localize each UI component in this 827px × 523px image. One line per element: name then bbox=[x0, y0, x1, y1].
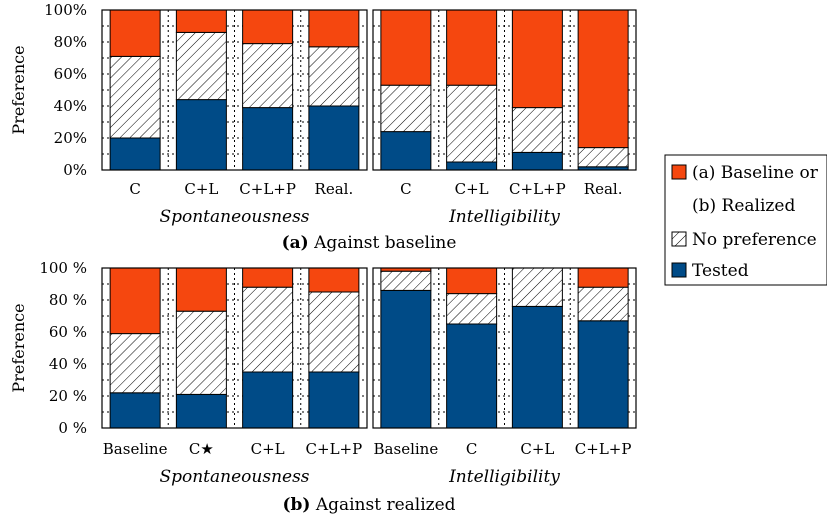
bar-segment-baseline-or-realized bbox=[577, 267, 629, 288]
legend-label: (a) Baseline or bbox=[692, 163, 819, 183]
caption-tag: (a) bbox=[282, 233, 309, 253]
bar-segment-tested bbox=[109, 392, 161, 429]
x-tick-label: C bbox=[400, 180, 411, 198]
y-tick-label: 40 % bbox=[49, 355, 87, 373]
panel-frame bbox=[101, 9, 368, 171]
x-tick-label: C+L+P bbox=[509, 180, 566, 198]
bar-segment-no-preference bbox=[308, 291, 360, 373]
bar-segment-baseline-or-realized bbox=[242, 267, 294, 288]
bar-segment-baseline-or-realized bbox=[175, 267, 227, 312]
bar-segment-no-preference bbox=[577, 286, 629, 322]
group-title: Intelligibility bbox=[448, 467, 560, 487]
bar-segment-tested bbox=[109, 137, 161, 171]
caption-text: Against realized bbox=[310, 495, 455, 515]
bar-segment-baseline-or-realized bbox=[175, 9, 227, 33]
bar-segment-baseline-or-realized bbox=[109, 9, 161, 57]
bar-segment-tested bbox=[446, 161, 498, 171]
bar-segment-tested bbox=[175, 393, 227, 429]
y-axis-label: Preference bbox=[9, 303, 28, 392]
x-tick-label: C+L bbox=[184, 180, 218, 198]
y-tick-label: 60% bbox=[54, 65, 87, 83]
x-tick-label: C+L+P bbox=[575, 440, 632, 458]
bar-segment-no-preference bbox=[109, 333, 161, 394]
bar-segment-baseline-or-realized bbox=[308, 267, 360, 293]
y-tick-label: 20% bbox=[54, 129, 87, 147]
panel-frame bbox=[372, 9, 637, 171]
bar-segment-no-preference bbox=[511, 107, 563, 153]
bar-segment-tested bbox=[380, 131, 432, 171]
bar-segment-baseline-or-realized bbox=[380, 9, 432, 86]
bar-segment-tested bbox=[242, 107, 294, 171]
x-tick-label: C bbox=[466, 440, 477, 458]
bar-segment-no-preference bbox=[511, 267, 563, 307]
legend-box bbox=[664, 154, 827, 286]
y-tick-label: 60 % bbox=[49, 323, 87, 341]
y-tick-label: 100% bbox=[44, 1, 87, 19]
x-tick-label: Baseline bbox=[374, 440, 439, 458]
bar-segment-tested bbox=[511, 305, 563, 429]
bar-segment-baseline-or-realized bbox=[446, 9, 498, 86]
y-axis-label: Preference bbox=[9, 45, 28, 134]
group-title: Spontaneousness bbox=[159, 467, 309, 487]
bar-segment-tested bbox=[577, 320, 629, 429]
x-tick-label: Real. bbox=[584, 180, 623, 198]
x-tick-label: C+L bbox=[251, 440, 285, 458]
x-tick-label: C+L+P bbox=[306, 440, 363, 458]
x-tick-label: C+L bbox=[520, 440, 554, 458]
bar-segment-tested bbox=[242, 371, 294, 429]
bar-segment-no-preference bbox=[380, 84, 432, 133]
x-tick-label: C+L+P bbox=[239, 180, 296, 198]
legend-label: (b) Realized bbox=[692, 196, 795, 216]
bar-segment-tested bbox=[175, 99, 227, 171]
bar-segment-tested bbox=[446, 323, 498, 429]
bar-segment-no-preference bbox=[242, 286, 294, 373]
bar-segment-no-preference bbox=[175, 31, 227, 101]
y-tick-label: 40% bbox=[54, 97, 87, 115]
bar-segment-baseline-or-realized bbox=[308, 9, 360, 48]
bar-segment-tested bbox=[308, 105, 360, 171]
group-title: Spontaneousness bbox=[159, 207, 309, 227]
x-tick-label: C bbox=[129, 180, 140, 198]
y-tick-label: 100 % bbox=[39, 259, 87, 277]
y-tick-label: 80 % bbox=[49, 291, 87, 309]
y-tick-label: 0% bbox=[63, 161, 87, 179]
bar-segment-baseline-or-realized bbox=[109, 267, 161, 335]
bar-segment-no-preference bbox=[109, 55, 161, 139]
bar-segment-no-preference bbox=[577, 147, 629, 168]
y-tick-label: 20 % bbox=[49, 387, 87, 405]
bar-segment-baseline-or-realized bbox=[242, 9, 294, 45]
legend-label: No preference bbox=[692, 230, 817, 250]
bar-segment-no-preference bbox=[380, 270, 432, 291]
legend-swatch-tested bbox=[671, 262, 687, 278]
x-tick-label: Baseline bbox=[103, 440, 168, 458]
bar-segment-baseline-or-realized bbox=[446, 267, 498, 295]
caption-text: Against baseline bbox=[309, 233, 457, 253]
y-tick-label: 0 % bbox=[58, 419, 87, 437]
chart-caption: (a) Against baseline bbox=[282, 233, 457, 253]
caption-tag: (b) bbox=[282, 495, 310, 515]
panel-frame bbox=[372, 267, 637, 429]
bar-segment-baseline-or-realized bbox=[577, 9, 629, 149]
legend-swatch-baseline-or-realized bbox=[671, 164, 687, 180]
group-title: Intelligibility bbox=[448, 207, 560, 227]
x-tick-label: Real. bbox=[315, 180, 354, 198]
bar-segment-baseline-or-realized bbox=[511, 9, 563, 109]
bar-segment-tested bbox=[308, 371, 360, 429]
bar-segment-no-preference bbox=[242, 43, 294, 109]
bar-segment-no-preference bbox=[175, 310, 227, 395]
bar-segment-no-preference bbox=[446, 84, 498, 163]
panel-frame bbox=[101, 267, 368, 429]
bar-segment-no-preference bbox=[308, 46, 360, 107]
bar-segment-tested bbox=[511, 151, 563, 171]
y-tick-label: 80% bbox=[54, 33, 87, 51]
bar-segment-tested bbox=[380, 289, 432, 429]
bar-segment-no-preference bbox=[446, 293, 498, 325]
legend-label: Tested bbox=[692, 261, 749, 281]
x-tick-label: C+L bbox=[455, 180, 489, 198]
legend-swatch-no-preference bbox=[671, 231, 687, 247]
x-tick-label: C★ bbox=[189, 440, 214, 458]
chart-caption: (b) Against realized bbox=[282, 495, 455, 515]
